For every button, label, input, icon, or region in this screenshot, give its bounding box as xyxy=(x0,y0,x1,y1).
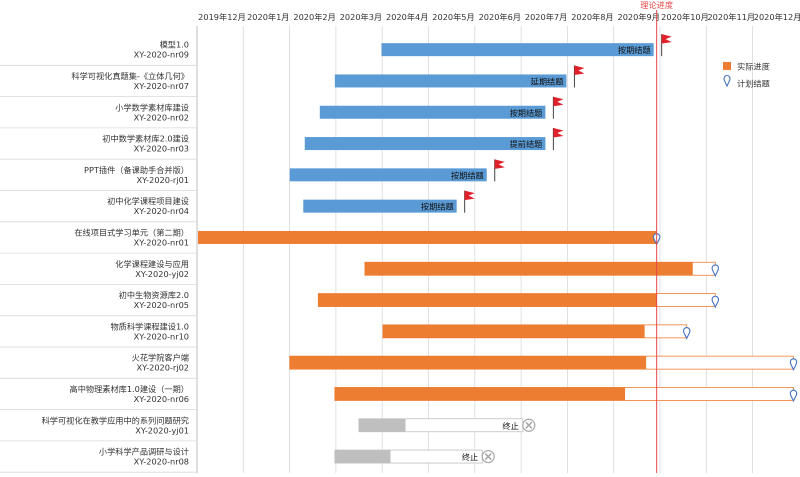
month-tick-label: 2020年6月 xyxy=(479,12,521,22)
stop-cross-icon xyxy=(525,421,533,429)
legend-planned-label: 计划结题 xyxy=(737,79,770,89)
project-code-label: XY-2020-rj02 xyxy=(137,363,189,373)
project-name-label: 科学可视化在教学应用中的系列问题研究 xyxy=(42,415,189,425)
project-code-label: XY-2020-nr03 xyxy=(134,144,189,154)
flag-icon xyxy=(553,96,564,107)
planned-end-pin-icon xyxy=(711,295,720,309)
flag-icon xyxy=(661,34,672,44)
project-name-label: 物质科学课程建设1.0 xyxy=(110,321,189,331)
completed-bar xyxy=(319,105,546,119)
terminated-status-label: 终止 xyxy=(462,452,478,462)
legend-actual-label: 实际进度 xyxy=(737,62,770,72)
flag-icon xyxy=(494,159,505,169)
month-tick-label: 2020年4月 xyxy=(386,12,428,22)
completed-bar xyxy=(334,74,567,88)
legend-planned-pin-icon xyxy=(723,75,731,88)
month-tick-label: 2020年5月 xyxy=(432,12,474,22)
completed-bar xyxy=(289,168,487,182)
project-name-label: 初中生物资源库2.0 xyxy=(119,290,189,300)
label-layer: 模型1.0XY-2020-nr09科学可视化真题集-《立体几何》XY-2020-… xyxy=(42,40,189,467)
completion-status-label: 提前结题 xyxy=(510,139,543,149)
completion-status-label: 按期结题 xyxy=(451,170,484,180)
terminated-actual-bar xyxy=(334,450,391,464)
month-tick-label: 2020年8月 xyxy=(571,12,613,22)
completed-bar xyxy=(381,43,654,57)
legend-actual-swatch xyxy=(723,62,731,70)
month-tick-label: 2020年12月 xyxy=(754,12,800,22)
project-code-label: XY-2020-nr02 xyxy=(134,112,189,122)
project-code-label: XY-2020-nr08 xyxy=(134,457,189,467)
project-name-label: 在线项目式学习单元（第二期） xyxy=(74,227,189,237)
month-tick-label: 2020年3月 xyxy=(340,12,382,22)
terminated-actual-bar xyxy=(358,418,406,432)
month-tick-label: 2020年7月 xyxy=(525,12,567,22)
planned-end-pin-icon xyxy=(789,358,798,372)
completed-bar xyxy=(303,199,457,213)
project-name-label: 高中物理素材库1.0建设（一期） xyxy=(70,384,189,394)
actual-progress-bar xyxy=(318,293,657,307)
project-name-label: 小学科学产品调研与设计 xyxy=(99,447,189,457)
project-name-label: 模型1.0 xyxy=(160,40,189,50)
planned-end-pin-icon xyxy=(682,327,691,340)
project-code-label: XY-2020-rj01 xyxy=(137,175,189,185)
project-name-label: 科学可视化真题集-《立体几何》 xyxy=(71,71,189,81)
flag-icon xyxy=(464,190,475,201)
project-code-label: XY-2020-yj01 xyxy=(135,425,189,435)
month-tick-label: 2019年12月 xyxy=(198,12,246,22)
project-name-label: 小学数学素材库建设 xyxy=(115,102,189,112)
planned-end-pin-icon xyxy=(789,389,798,403)
project-code-label: XY-2020-yj02 xyxy=(135,269,189,279)
completion-status-label: 按期结题 xyxy=(421,202,454,212)
stop-cross-icon xyxy=(484,453,492,461)
theoretical-progress-label: 理论进度 xyxy=(640,0,673,10)
project-code-label: XY-2020-nr01 xyxy=(134,237,189,247)
planned-end-pin-icon xyxy=(711,264,720,278)
project-name-label: 初中数学素材库2.0建设 xyxy=(102,134,189,144)
actual-progress-bar xyxy=(198,230,657,244)
actual-progress-bar xyxy=(289,356,647,370)
project-name-label: 化学课程建设与应用 xyxy=(115,259,189,269)
completion-status-label: 延期结题 xyxy=(531,76,564,86)
theoretical-progress-layer: 理论进度 xyxy=(640,0,673,473)
project-name-label: 初中化学课程项目建设 xyxy=(107,196,189,206)
flag-icon xyxy=(574,65,585,75)
project-code-label: XY-2020-nr09 xyxy=(134,50,189,60)
project-code-label: XY-2020-nr06 xyxy=(134,394,189,404)
month-tick-label: 2020年1月 xyxy=(247,12,289,22)
project-code-label: XY-2020-nr07 xyxy=(134,81,189,91)
month-tick-label: 2020年9月 xyxy=(617,12,659,22)
actual-progress-bar xyxy=(334,387,626,401)
actual-progress-bar xyxy=(364,262,693,276)
project-code-label: XY-2020-nr04 xyxy=(134,206,189,216)
project-name-label: 火花学院客户端 xyxy=(132,353,189,363)
project-name-label: PPT插件（备课助手合并版） xyxy=(84,165,189,175)
completion-status-label: 按期结题 xyxy=(510,108,543,118)
terminated-status-label: 终止 xyxy=(502,421,518,431)
actual-progress-bar xyxy=(382,324,645,338)
project-code-label: XY-2020-nr10 xyxy=(134,331,189,341)
completion-status-label: 按期结题 xyxy=(618,45,651,55)
month-tick-label: 2020年11月 xyxy=(707,12,755,22)
project-code-label: XY-2020-nr05 xyxy=(134,300,189,310)
month-tick-label: 2020年2月 xyxy=(293,12,335,22)
completed-bar xyxy=(304,137,546,151)
month-tick-label: 2020年10月 xyxy=(661,12,709,22)
flag-icon xyxy=(553,128,564,138)
